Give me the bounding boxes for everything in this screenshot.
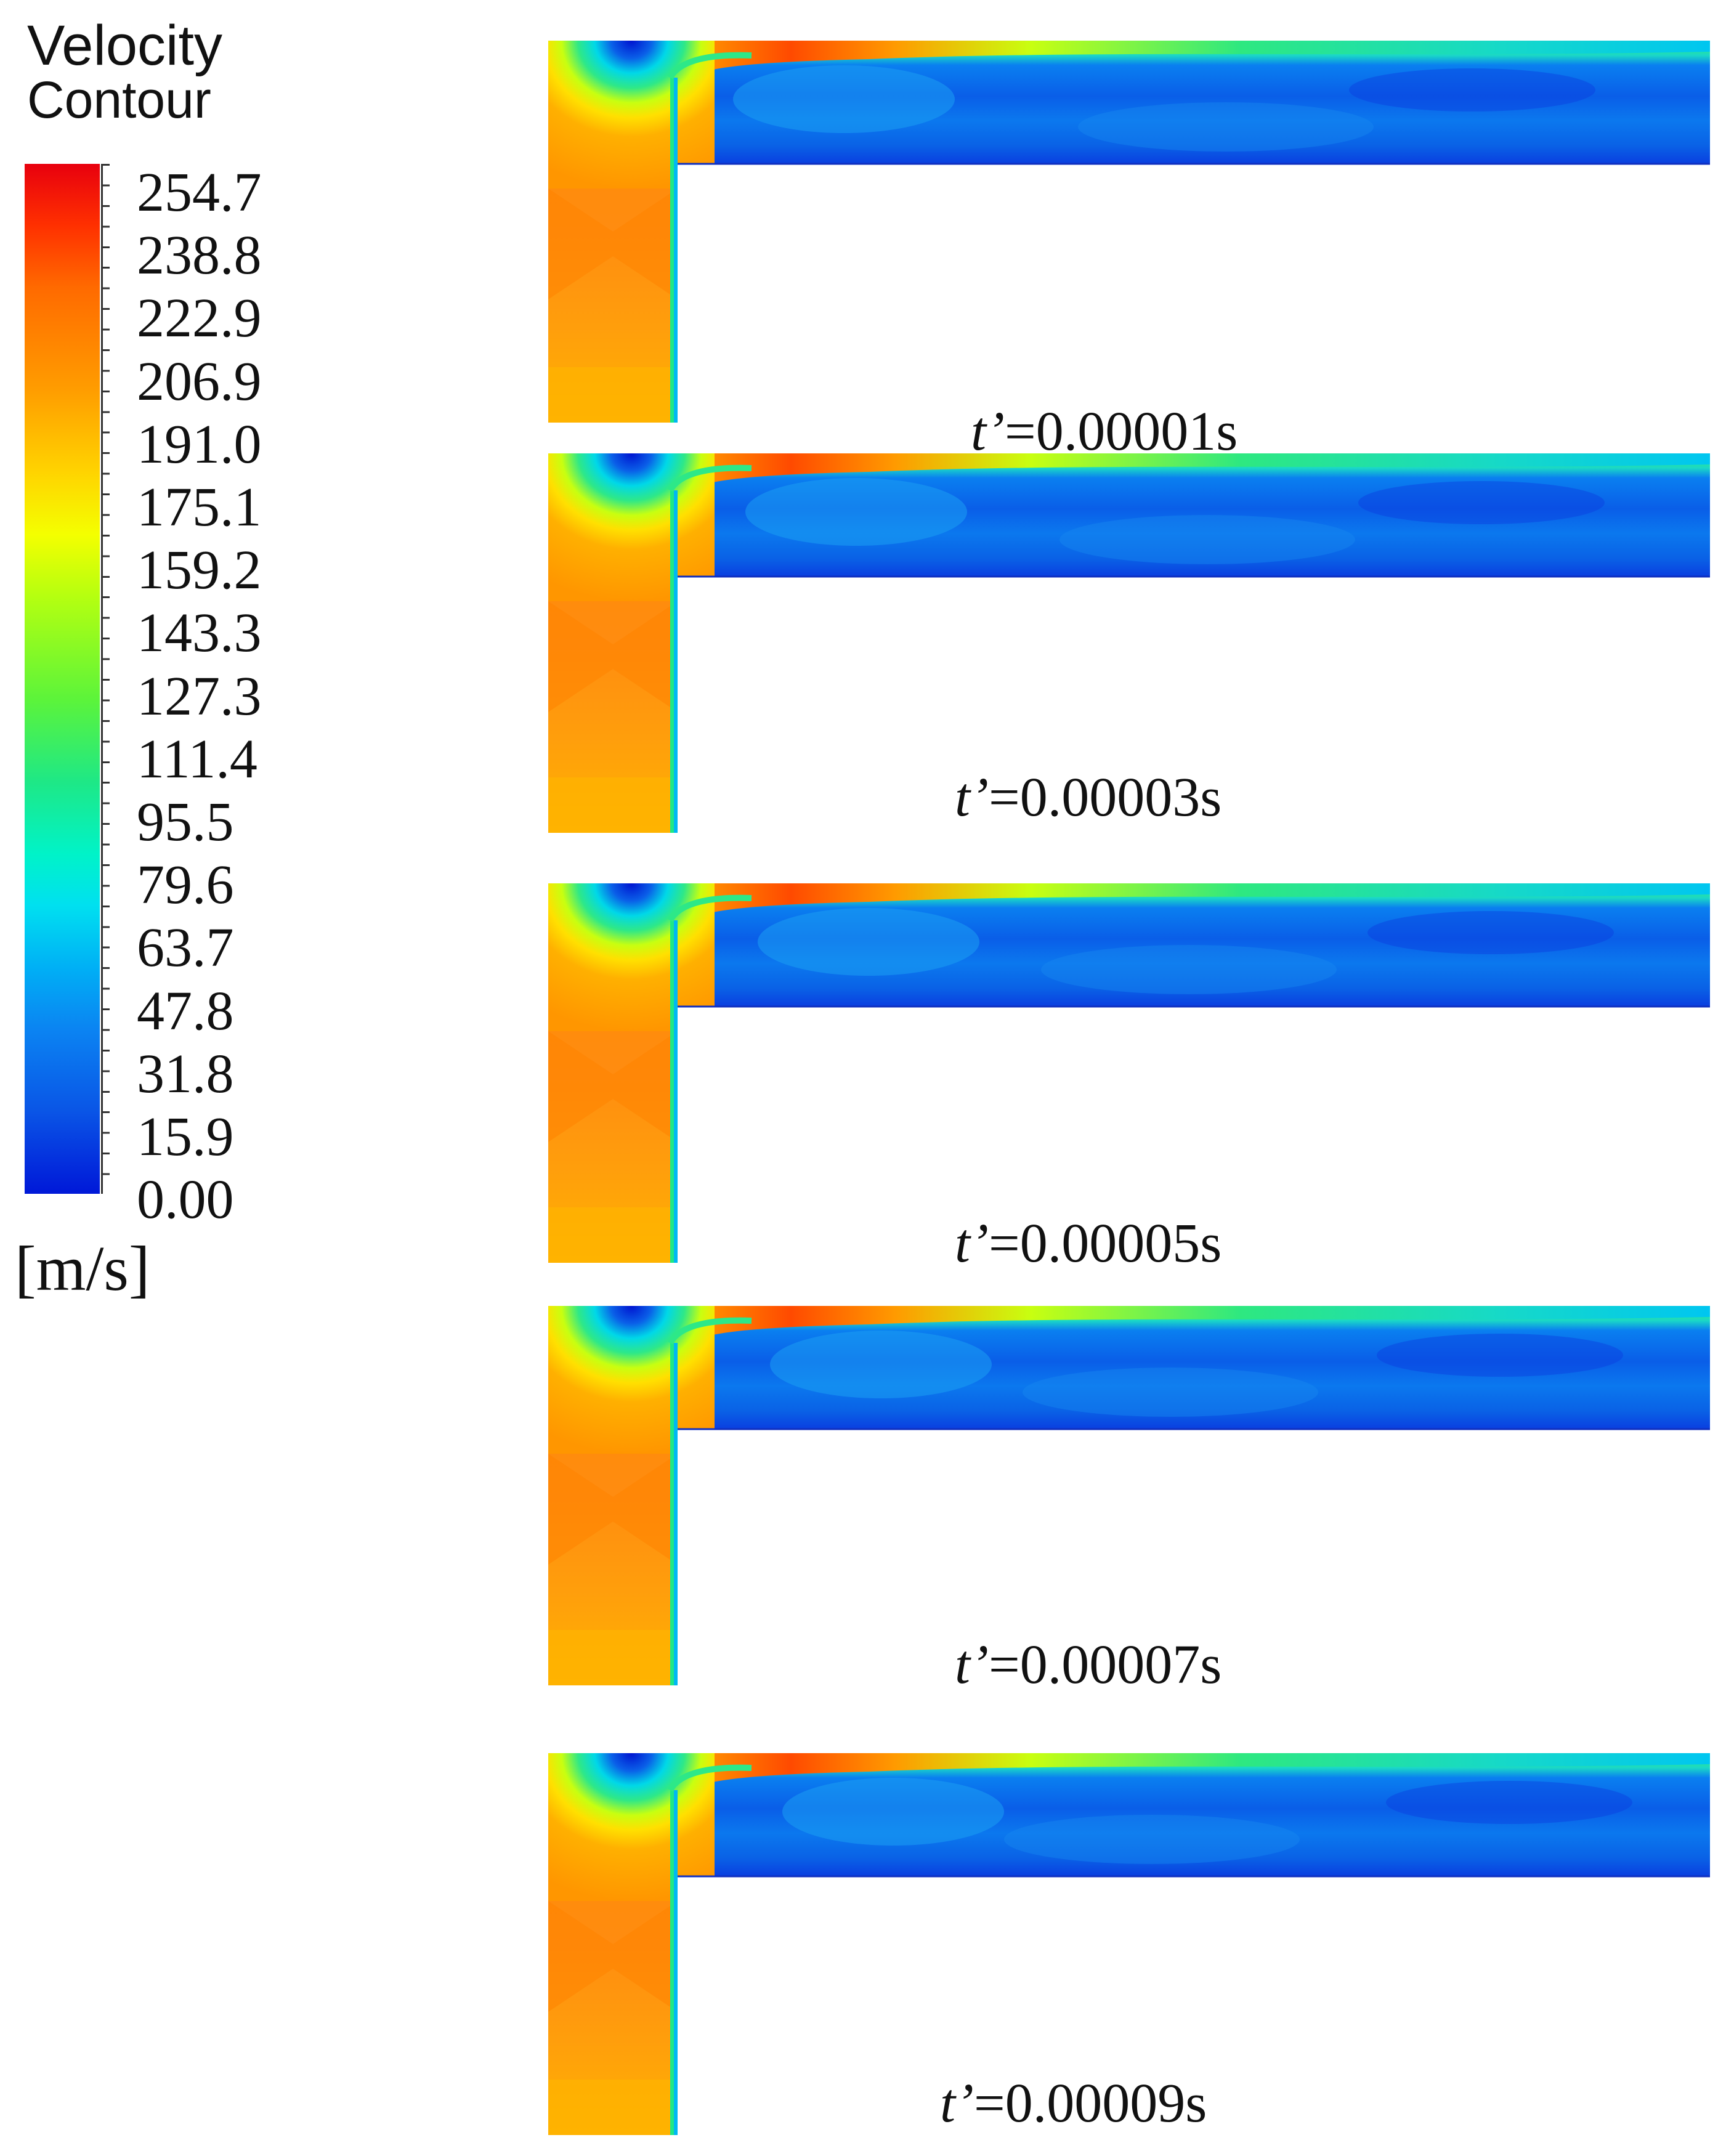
time-label: t’=0.00005s xyxy=(955,1216,1222,1271)
time-value: =0.00001s xyxy=(1004,401,1238,462)
legend-label: 95.5 xyxy=(137,792,234,853)
legend-label: 15.9 xyxy=(137,1106,234,1167)
contour-panel: t’=0.00009s xyxy=(548,1753,1710,2135)
time-label: t’=0.00001s xyxy=(971,404,1238,460)
time-label: t’=0.00003s xyxy=(955,770,1222,825)
time-value: =0.00007s xyxy=(988,1634,1222,1695)
legend-label: 111.4 xyxy=(137,728,257,790)
time-variable: t’ xyxy=(955,1213,989,1274)
time-value: =0.00009s xyxy=(973,2073,1207,2134)
velocity-contour-plot xyxy=(548,1753,1710,2135)
legend-label: 159.2 xyxy=(137,540,262,601)
contour-panel: t’=0.00003s xyxy=(548,453,1710,833)
legend-label: 222.9 xyxy=(137,288,262,349)
legend-tick-marks xyxy=(101,164,110,1194)
legend-title-line1: Velocity xyxy=(27,14,223,77)
contour-panel: t’=0.00001s xyxy=(548,41,1710,460)
legend-label: 79.6 xyxy=(137,854,234,916)
velocity-contour-plot xyxy=(548,1306,1710,1685)
legend-label: 143.3 xyxy=(137,602,262,664)
time-label: t’=0.00009s xyxy=(940,2076,1207,2131)
velocity-contour-plot xyxy=(548,453,1710,833)
time-variable: t’ xyxy=(940,2073,974,2134)
time-value: =0.00003s xyxy=(988,767,1222,828)
time-label: t’=0.00007s xyxy=(955,1637,1222,1693)
legend-colorbar xyxy=(25,164,100,1194)
legend-label: 206.9 xyxy=(137,351,262,412)
legend-label: 127.3 xyxy=(137,665,262,727)
legend-title-line2: Contour xyxy=(27,71,211,129)
legend-label: 47.8 xyxy=(137,980,234,1042)
legend-label: 31.8 xyxy=(137,1043,234,1104)
time-value: =0.00005s xyxy=(988,1213,1222,1274)
velocity-contour-plot xyxy=(548,41,1710,423)
time-variable: t’ xyxy=(955,767,989,828)
time-variable: t’ xyxy=(971,401,1005,462)
legend-label: 238.8 xyxy=(137,225,262,286)
legend-units: [m/s] xyxy=(15,1233,150,1304)
contour-panel: t’=0.00005s xyxy=(548,883,1710,1271)
legend-label: 191.0 xyxy=(137,413,262,475)
legend-label: 175.1 xyxy=(137,477,262,538)
contour-panel: t’=0.00007s xyxy=(548,1306,1710,1693)
legend-label: 254.7 xyxy=(137,162,262,223)
velocity-contour-plot xyxy=(548,883,1710,1263)
legend-label: 0.00 xyxy=(137,1169,234,1231)
time-variable: t’ xyxy=(955,1634,989,1695)
legend-label: 63.7 xyxy=(137,917,234,979)
